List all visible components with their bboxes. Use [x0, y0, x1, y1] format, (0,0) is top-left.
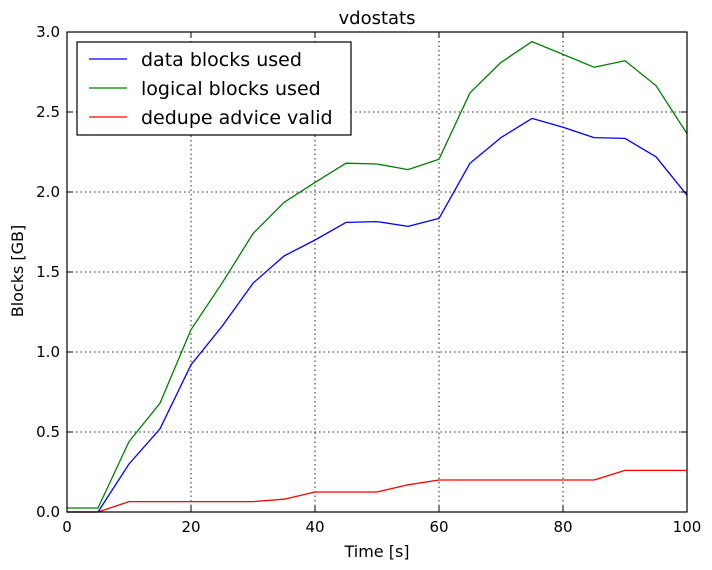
- grid-layer: [67, 32, 687, 512]
- x-tick-label: 40: [305, 518, 324, 536]
- y-tick-label: 1.0: [36, 343, 60, 361]
- x-tick-label: 100: [673, 518, 702, 536]
- series-line-logical-blocks-used: [67, 40, 688, 509]
- legend-label: data blocks used: [141, 49, 302, 71]
- series-line-data-blocks-used: [67, 117, 688, 513]
- x-tick-label: 0: [62, 518, 72, 536]
- x-axis-label: Time [s]: [343, 542, 409, 561]
- x-tick-label: 60: [429, 518, 448, 536]
- y-tick-label: 2.0: [36, 183, 60, 201]
- axes-layer: 0 20 40 60 80 100 0.0 0.5 1.0 1.5 2.0 2.5 3.0: [36, 23, 701, 536]
- chart-title: vdostats: [339, 8, 416, 29]
- y-tick-label: 0.5: [36, 423, 60, 441]
- x-tick-label: 20: [181, 518, 200, 536]
- series-layer: [67, 40, 688, 513]
- legend-label: logical blocks used: [141, 78, 321, 100]
- series-line-dedupe-advice-valid: [67, 469, 687, 513]
- x-tick-label: 80: [553, 518, 572, 536]
- y-tick-label: 2.5: [36, 103, 60, 121]
- legend-label: dedupe advice valid: [141, 107, 333, 129]
- y-axis-label: Blocks [GB]: [8, 225, 27, 318]
- y-tick-label: 0.0: [36, 503, 60, 521]
- legend: data blocks used logical blocks used dedup…: [76, 41, 352, 136]
- y-tick-label: 3.0: [36, 23, 60, 41]
- y-tick-label: 1.5: [36, 263, 60, 281]
